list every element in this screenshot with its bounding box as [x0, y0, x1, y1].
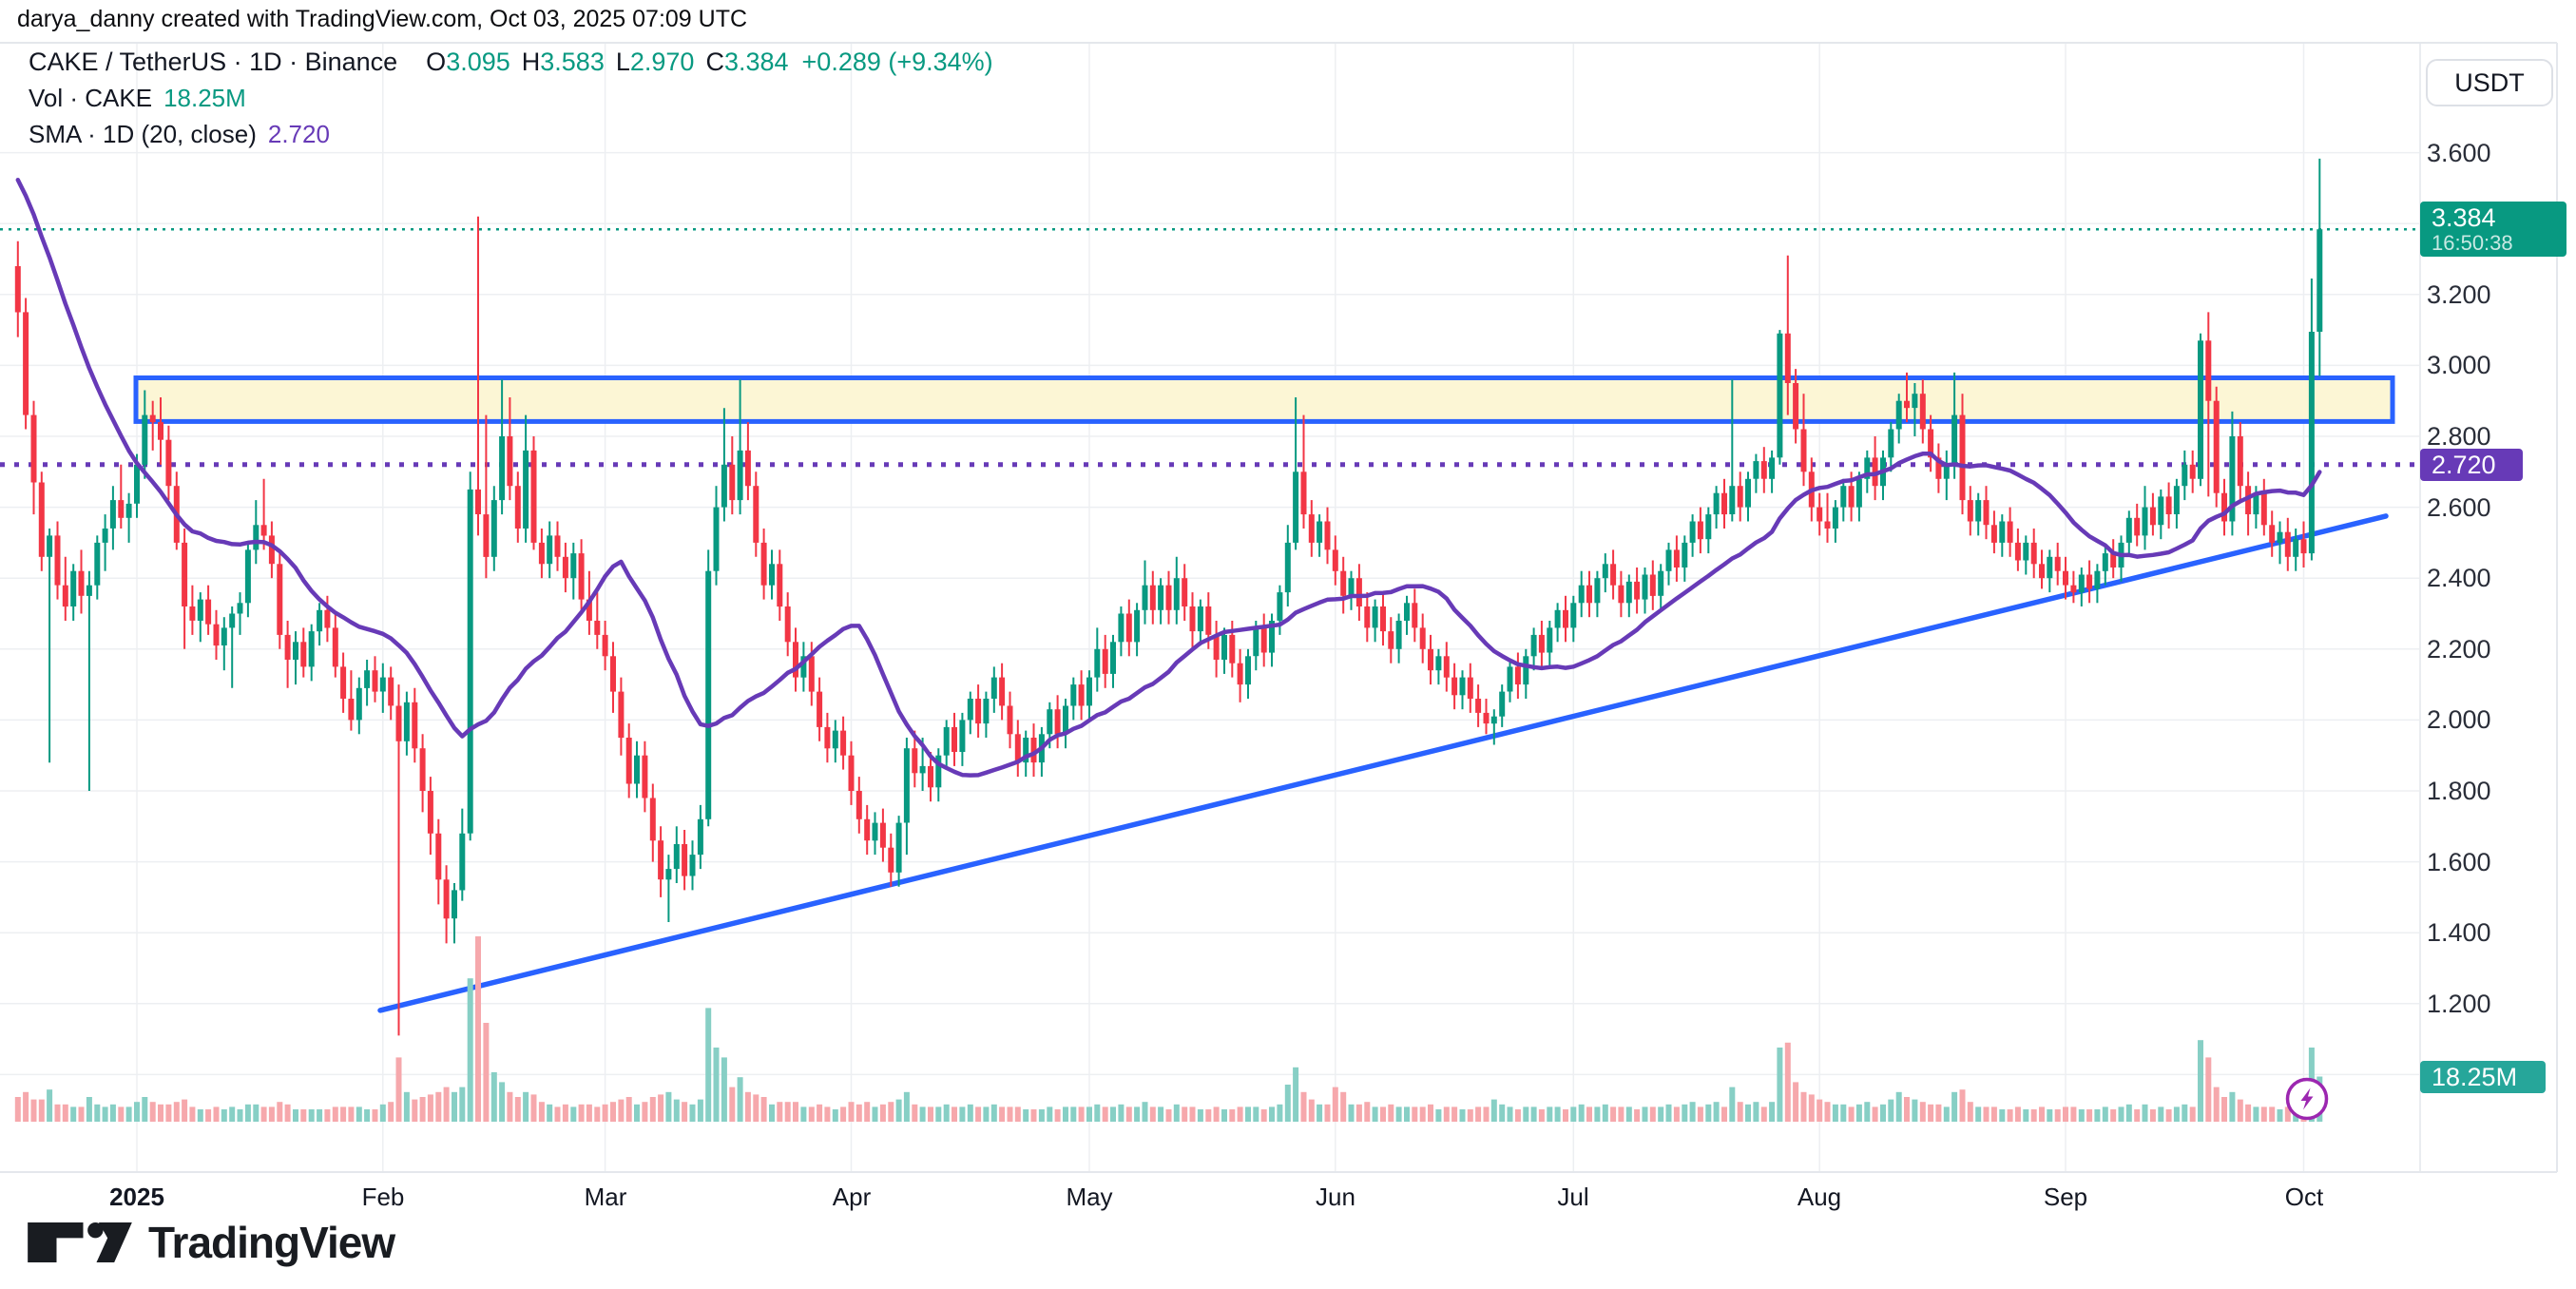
- price-tick-label: 3.600: [2427, 138, 2491, 167]
- price-tick-label: 1.800: [2427, 777, 2491, 805]
- last-price-badge: 3.384 16:50:38: [2420, 202, 2566, 258]
- price-tick-label: 3.000: [2427, 351, 2491, 380]
- close-label: C: [705, 48, 724, 76]
- tradingview-logo-text: TradingView: [148, 1218, 395, 1267]
- month-label-jun: Jun: [1316, 1183, 1355, 1211]
- volume-indicator-value: 18.25M: [163, 84, 246, 112]
- month-label-may: May: [1066, 1183, 1113, 1211]
- last-price-value: 3.384: [2432, 203, 2496, 233]
- sma-line: [15, 178, 2322, 778]
- lightning-bolt-icon: [2300, 1087, 2314, 1110]
- currency-toggle-button[interactable]: USDT: [2426, 59, 2553, 106]
- sma-price-badge: 2.720: [2420, 448, 2523, 481]
- month-label-feb: Feb: [361, 1183, 405, 1211]
- month-label-apr: Apr: [832, 1183, 872, 1211]
- price-tick-label: 2.800: [2427, 422, 2491, 451]
- bar-countdown-timer: 16:50:38: [2432, 231, 2513, 256]
- high-label: H: [521, 48, 541, 76]
- lightning-bolt-button[interactable]: [2284, 1076, 2330, 1122]
- sma-indicator-value: 2.720: [267, 120, 330, 148]
- close-value: 3.384: [723, 48, 789, 76]
- price-tick-label: 1.600: [2427, 847, 2491, 876]
- month-label-2025: 2025: [109, 1183, 164, 1211]
- tradingview-logo[interactable]: TradingView: [27, 1217, 395, 1268]
- change-value: +0.289 (+9.34%): [801, 48, 993, 76]
- attribution-text: darya_danny created with TradingView.com…: [17, 6, 748, 32]
- time-axis[interactable]: 2025 Feb Mar Apr May Jun Jul Aug Sep Oct: [0, 1172, 2557, 1229]
- chart-legend: CAKE / TetherUS · 1D · Binance O3.095 H3.5…: [29, 48, 993, 149]
- month-label-aug: Aug: [1797, 1183, 1842, 1211]
- month-label-mar: Mar: [584, 1183, 627, 1211]
- price-axis[interactable]: 3.384 16:50:38 2.720 18.25M 3.600 3.200 3.…: [2420, 43, 2576, 1172]
- price-tick-label: 2.000: [2427, 705, 2491, 735]
- candles: [14, 158, 2323, 1036]
- price-tick-label: 1.400: [2427, 918, 2491, 948]
- price-tick-label: 2.600: [2427, 492, 2491, 522]
- price-tick-label: 2.400: [2427, 564, 2491, 593]
- sma-badge-value: 2.720: [2432, 450, 2496, 479]
- high-value: 3.583: [540, 48, 605, 76]
- volume-bars: [14, 936, 2323, 1122]
- low-label: L: [615, 48, 630, 76]
- price-tick-label: 1.200: [2427, 989, 2491, 1018]
- month-label-oct: Oct: [2284, 1183, 2324, 1211]
- open-label: O: [426, 48, 447, 76]
- open-value: 3.095: [446, 48, 510, 76]
- resistance-zone-box: [133, 375, 2395, 424]
- volume-badge-value: 18.25M: [2432, 1062, 2518, 1091]
- symbol-title: CAKE / TetherUS · 1D · Binance: [29, 48, 398, 76]
- low-value: 2.970: [629, 48, 695, 76]
- price-tick-label: 2.200: [2427, 634, 2491, 664]
- volume-badge: 18.25M: [2420, 1060, 2546, 1093]
- volume-indicator-label: Vol · CAKE: [29, 84, 153, 112]
- tradingview-logo-mark: [28, 1222, 132, 1262]
- month-label-jul: Jul: [1557, 1183, 1589, 1211]
- sma-indicator-label: SMA · 1D (20, close): [29, 120, 257, 148]
- price-tick-label: 3.200: [2427, 279, 2491, 309]
- month-label-sep: Sep: [2043, 1183, 2088, 1211]
- ascending-trendline: [377, 513, 2389, 1013]
